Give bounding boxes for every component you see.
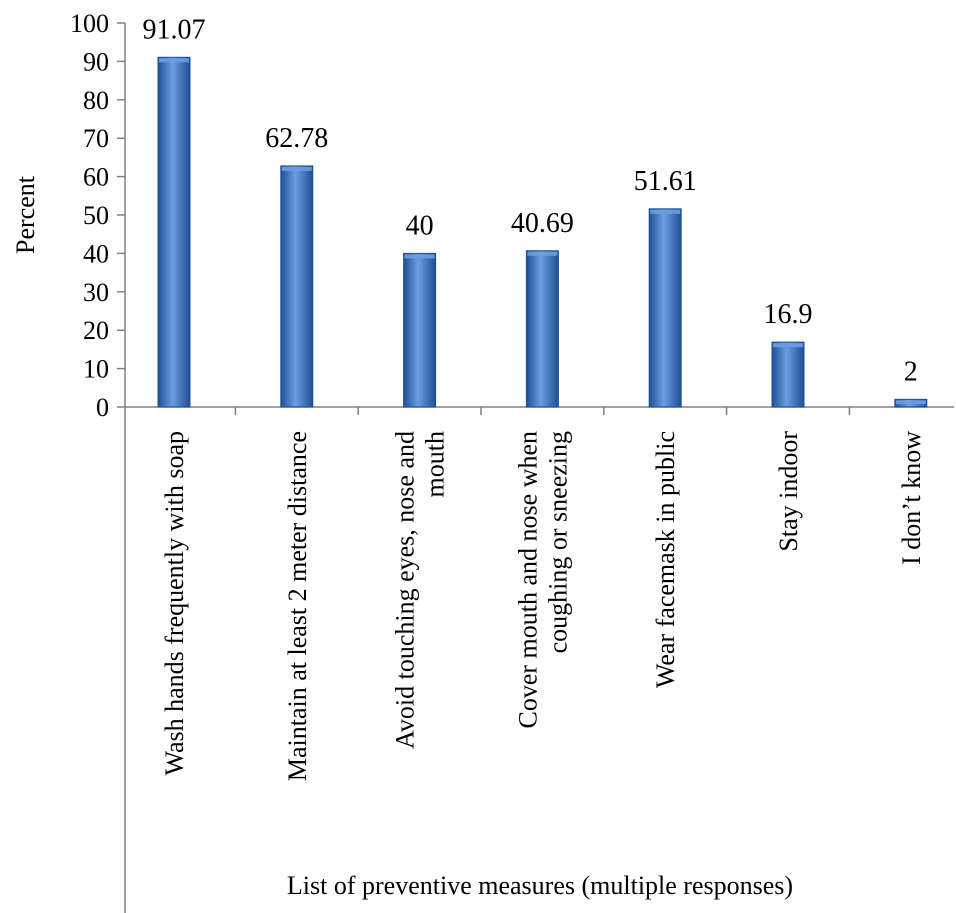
category-label: Wash hands frequently with soap bbox=[160, 431, 189, 776]
data-labels: 91.07 62.78 40 40.69 51.61 16.9 2 bbox=[143, 14, 918, 387]
data-label: 2 bbox=[904, 356, 918, 387]
category-label: I don’t know bbox=[897, 431, 926, 565]
category-label: Stay indoor bbox=[774, 431, 803, 552]
category-label: mouth bbox=[421, 431, 450, 497]
category-label: Avoid touching eyes, nose and bbox=[391, 431, 420, 749]
y-axis: 0 10 20 30 40 50 60 70 80 90 100 bbox=[70, 9, 126, 913]
y-tick-label: 40 bbox=[83, 239, 109, 268]
category-label: coughing or sneezing bbox=[543, 431, 572, 653]
data-label: 40 bbox=[406, 210, 434, 241]
y-tick-label: 30 bbox=[83, 278, 109, 307]
y-axis-title: Percent bbox=[11, 175, 40, 254]
bar bbox=[525, 250, 559, 408]
y-tick-label: 0 bbox=[96, 393, 109, 422]
bar-highlight bbox=[281, 166, 312, 171]
y-tick-label: 60 bbox=[83, 163, 109, 192]
category-labels: Wash hands frequently with soap Maintain … bbox=[160, 431, 926, 781]
bar-highlight bbox=[773, 343, 803, 348]
data-label: 40.69 bbox=[511, 208, 574, 239]
bar-highlight bbox=[404, 254, 435, 259]
bar bbox=[403, 252, 437, 408]
data-label: 62.78 bbox=[265, 123, 328, 154]
y-tick-label: 80 bbox=[83, 86, 109, 115]
data-label: 91.07 bbox=[143, 14, 206, 45]
bar bbox=[648, 208, 682, 408]
bars bbox=[157, 56, 928, 408]
bar-highlight bbox=[527, 251, 558, 256]
y-tick-label: 70 bbox=[83, 124, 109, 153]
bar-highlight bbox=[159, 58, 189, 63]
y-tick-label: 90 bbox=[83, 47, 109, 76]
data-label: 51.61 bbox=[634, 166, 697, 197]
bar bbox=[280, 165, 314, 408]
y-tick-label: 20 bbox=[83, 316, 109, 345]
y-tick-label: 50 bbox=[83, 201, 109, 230]
x-axis-title: List of preventive measures (multiple re… bbox=[287, 871, 793, 900]
y-tick-label: 10 bbox=[83, 355, 109, 384]
bar bbox=[771, 341, 805, 408]
y-tick-label: 100 bbox=[70, 9, 109, 38]
category-label: Maintain at least 2 meter distance bbox=[283, 431, 312, 781]
bar-highlight bbox=[895, 400, 926, 405]
x-axis bbox=[125, 406, 954, 415]
data-label: 16.9 bbox=[764, 299, 813, 330]
bar-highlight bbox=[650, 209, 681, 214]
bar bbox=[157, 56, 191, 408]
category-label: Cover mouth and nose when bbox=[513, 431, 542, 729]
category-label: Wear facemask in public bbox=[651, 431, 680, 688]
